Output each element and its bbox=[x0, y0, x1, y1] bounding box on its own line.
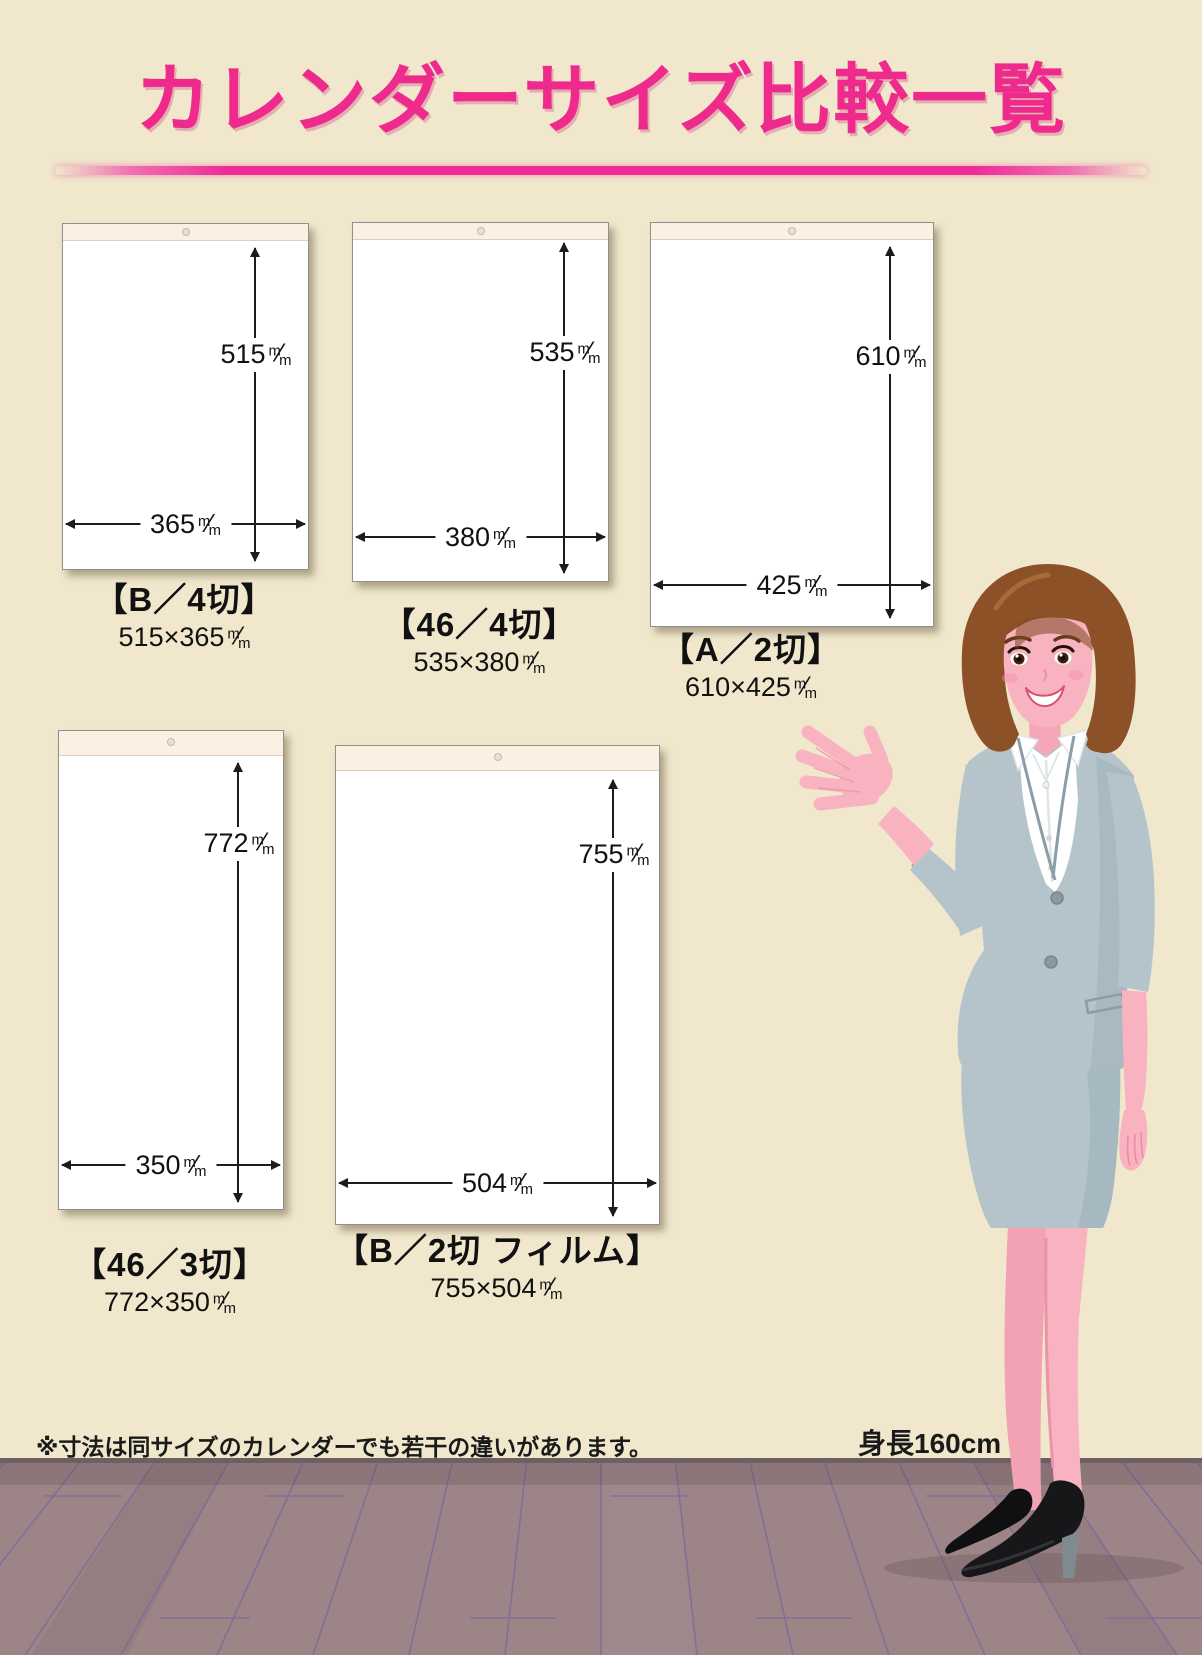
mm-unit: m⁄m bbox=[804, 570, 828, 600]
mm-unit: m⁄m bbox=[268, 339, 292, 369]
mm-unit: m⁄m bbox=[510, 1168, 534, 1198]
hanger-hole-icon bbox=[181, 228, 190, 236]
height-dimension-label: 755 m⁄m bbox=[573, 838, 655, 872]
width-arrow: 504 m⁄m bbox=[338, 1170, 657, 1198]
mm-unit: m⁄m bbox=[251, 828, 275, 858]
width-arrow: 380 m⁄m bbox=[355, 524, 606, 552]
calendar-size: 755×504 m⁄m bbox=[430, 1272, 563, 1303]
presenting-hand bbox=[795, 725, 893, 811]
mm-unit: m⁄m bbox=[212, 1287, 236, 1317]
calendar-paper-46-4: 535 m⁄m 380 m⁄m bbox=[352, 222, 609, 582]
calendar-caption-b2-film: 【B／2切 フィルム】 755×504 m⁄m bbox=[335, 1232, 661, 1304]
calendar-name: 【B／2切 フィルム】 bbox=[335, 1232, 661, 1269]
calendar-size: 535×380 m⁄m bbox=[413, 646, 546, 677]
necklace bbox=[1032, 751, 1060, 784]
height-dimension-label: 535 m⁄m bbox=[524, 336, 606, 370]
mm-unit: m⁄m bbox=[577, 337, 601, 367]
mm-unit: m⁄m bbox=[227, 622, 251, 652]
calendar-paper-b2-film: 755 m⁄m 504 m⁄m bbox=[335, 745, 660, 1225]
heel bbox=[1062, 1531, 1080, 1578]
mm-unit: m⁄m bbox=[522, 647, 546, 677]
height-dimension-label: 772 m⁄m bbox=[198, 827, 280, 861]
calendar-paper-b4: 515 m⁄m 365 m⁄m bbox=[62, 223, 309, 570]
height-arrow: 515 m⁄m bbox=[215, 247, 297, 562]
calendar-header-strip bbox=[63, 224, 308, 241]
mm-unit: m⁄m bbox=[493, 522, 517, 552]
eyes bbox=[1007, 645, 1075, 666]
mm-unit: m⁄m bbox=[626, 839, 650, 869]
height-arrow: 610 m⁄m bbox=[850, 246, 932, 619]
width-dimension-label: 380 m⁄m bbox=[434, 522, 527, 552]
width-dimension-label: 365 m⁄m bbox=[139, 509, 232, 539]
calendar-name: 【A／2切】 bbox=[660, 631, 842, 668]
hanger-hole-icon bbox=[493, 753, 502, 761]
calendar-name: 【B／4切】 bbox=[94, 581, 275, 618]
calendar-header-strip bbox=[353, 223, 608, 240]
height-arrow: 755 m⁄m bbox=[573, 779, 655, 1217]
calendar-size: 610×425 m⁄m bbox=[685, 671, 817, 702]
calendar-caption-46-4: 【46／4切】 535×380 m⁄m bbox=[352, 606, 607, 678]
height-arrow: 535 m⁄m bbox=[524, 242, 606, 574]
presenter-woman-illustration bbox=[795, 564, 1184, 1583]
calendar-size: 772×350 m⁄m bbox=[104, 1286, 236, 1317]
width-arrow: 425 m⁄m bbox=[653, 572, 931, 600]
hanger-hole-icon bbox=[476, 227, 485, 235]
mm-unit: m⁄m bbox=[198, 509, 222, 539]
calendar-paper-a2: 610 m⁄m 425 m⁄m bbox=[650, 222, 934, 627]
title-underline bbox=[55, 166, 1147, 175]
calendar-header-strip bbox=[651, 223, 933, 240]
width-arrow: 350 m⁄m bbox=[61, 1152, 281, 1180]
width-dimension-label: 425 m⁄m bbox=[746, 570, 838, 600]
footnote: ※寸法は同サイズのカレンダーでも若干の違いがあります。 bbox=[36, 1434, 652, 1460]
page-title: カレンダーサイズ比較一覧 bbox=[134, 58, 1068, 143]
calendar-name: 【46／3切】 bbox=[72, 1246, 268, 1283]
mm-unit: m⁄m bbox=[539, 1273, 563, 1303]
width-arrow: 365 m⁄m bbox=[65, 511, 306, 539]
hanger-hole-icon bbox=[788, 227, 796, 235]
calendar-caption-b4: 【B／4切】 515×365 m⁄m bbox=[62, 581, 307, 653]
width-dimension-label: 350 m⁄m bbox=[125, 1150, 217, 1180]
calendar-name: 【46／4切】 bbox=[382, 606, 577, 643]
calendar-header-strip bbox=[59, 731, 283, 756]
model-height-label: 身長160cm bbox=[858, 1428, 1002, 1459]
height-dimension-label: 610 m⁄m bbox=[850, 340, 932, 374]
feet-shadow bbox=[884, 1553, 1184, 1583]
mm-unit: m⁄m bbox=[793, 672, 817, 702]
calendar-caption-46-3: 【46／3切】 772×350 m⁄m bbox=[58, 1246, 282, 1318]
calendar-header-strip bbox=[336, 746, 659, 771]
width-dimension-label: 504 m⁄m bbox=[451, 1168, 544, 1198]
calendar-paper-46-3: 772 m⁄m 350 m⁄m bbox=[58, 730, 284, 1210]
mm-unit: m⁄m bbox=[183, 1150, 207, 1180]
mm-unit: m⁄m bbox=[903, 341, 927, 371]
height-dimension-label: 515 m⁄m bbox=[215, 338, 297, 372]
calendar-caption-a2: 【A／2切】 610×425 m⁄m bbox=[610, 631, 892, 703]
height-arrow: 772 m⁄m bbox=[198, 762, 280, 1203]
calendar-size: 515×365 m⁄m bbox=[118, 621, 251, 652]
hanger-hole-icon bbox=[167, 738, 175, 746]
